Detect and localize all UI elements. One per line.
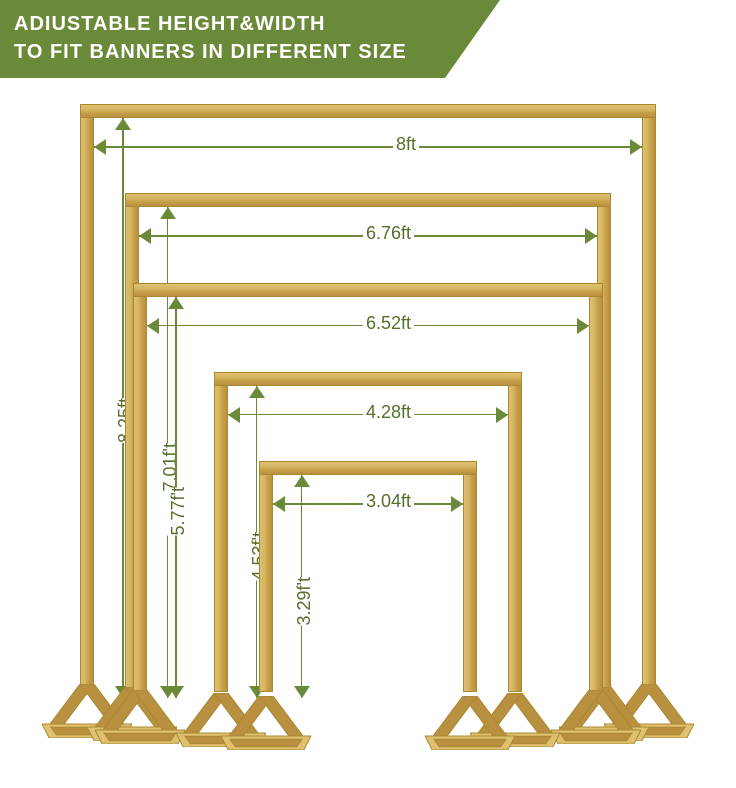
dimension-label-height: 3.29f't (291, 577, 318, 625)
frame-beam-top (214, 372, 522, 386)
frame-post-left (133, 283, 147, 692)
dimension-arrowhead (294, 686, 310, 698)
dimension-arrowhead (139, 228, 151, 244)
dimension-arrowhead (273, 496, 285, 512)
frame-base (221, 696, 311, 750)
dimension-arrowhead (94, 139, 106, 155)
dimension-arrowhead (115, 118, 131, 130)
diagram-stage: 8ft8.25ft 6.76ft7.01f't 6.52ft5.77f't 4.… (0, 78, 736, 788)
frame-post-right (589, 283, 603, 692)
dimension-arrowhead (147, 318, 159, 334)
dimension-line-width (94, 146, 642, 148)
frame-beam-top (133, 283, 602, 297)
frame-post-left (80, 104, 94, 692)
frame-base (95, 690, 185, 744)
frame-beam-top (259, 461, 478, 475)
dimension-label-width: 3.04ft (363, 491, 414, 512)
frame-base (551, 690, 641, 744)
dimension-arrowhead (228, 407, 240, 423)
dimension-arrowhead (249, 386, 265, 398)
dimension-arrowhead (451, 496, 463, 512)
dimension-label-width: 8ft (393, 134, 419, 155)
dimension-arrowhead (160, 207, 176, 219)
frame-post-left (259, 461, 273, 692)
frame-post-left (214, 372, 228, 692)
frame-post-right (463, 461, 477, 692)
frame-beam-top (125, 193, 612, 207)
dimension-arrowhead (168, 297, 184, 309)
dimension-label-width: 6.76ft (363, 223, 414, 244)
dimension-label-height: 5.77f't (165, 487, 192, 535)
dimension-arrowhead (294, 475, 310, 487)
dimension-label-width: 4.28ft (363, 402, 414, 423)
header-line2: TO FIT BANNERS IN DIFFERENT SIZE (14, 38, 407, 66)
frame-post-right (642, 104, 656, 692)
frame-base (425, 696, 515, 750)
frame-beam-top (80, 104, 656, 118)
dimension-arrowhead (577, 318, 589, 334)
header-text: ADIUSTABLE HEIGHT&WIDTH TO FIT BANNERS I… (14, 10, 407, 66)
dimension-label-height: 7.01f't (157, 443, 184, 491)
header-line1: ADIUSTABLE HEIGHT&WIDTH (14, 10, 407, 38)
header-banner: ADIUSTABLE HEIGHT&WIDTH TO FIT BANNERS I… (0, 0, 736, 78)
dimension-arrowhead (496, 407, 508, 423)
dimension-arrowhead (630, 139, 642, 155)
frame-post-right (508, 372, 522, 692)
dimension-arrowhead (585, 228, 597, 244)
dimension-label-width: 6.52ft (363, 313, 414, 334)
